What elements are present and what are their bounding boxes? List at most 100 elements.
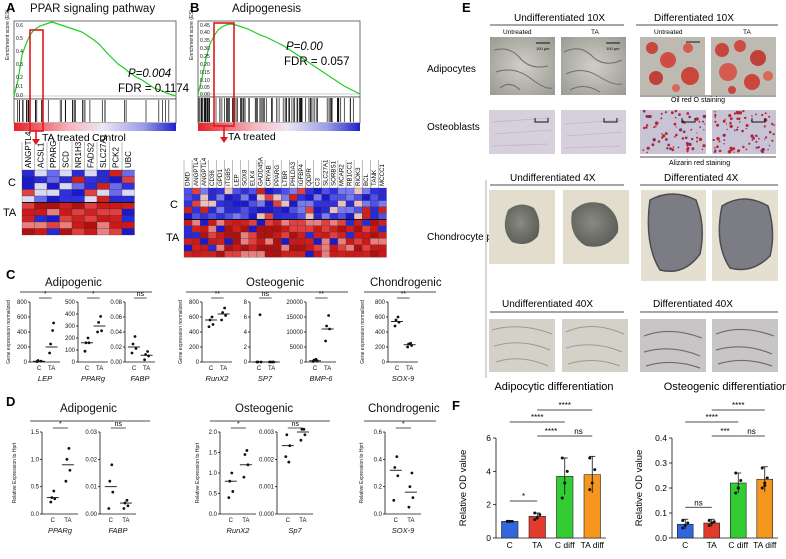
heatmap-cell — [109, 228, 123, 236]
panel-c-ylabel: Gene expression normalized — [360, 300, 366, 364]
alizarin-speckle — [716, 137, 720, 141]
alizarin-speckle — [733, 129, 736, 132]
heatmap-gene-label: ACSL1 — [36, 142, 45, 168]
heatmap-cell — [289, 194, 298, 201]
heatmap-cell — [109, 182, 123, 190]
alizarin-speckle — [755, 134, 758, 137]
scatter-point-ta — [67, 447, 71, 450]
heatmap-cell — [345, 206, 355, 214]
gsea-b-heatmap — [183, 187, 387, 258]
heatmap-cell — [329, 194, 339, 201]
heatmap-cell — [370, 213, 379, 220]
panel-letter-d: D — [6, 394, 15, 409]
scatter-point-ta — [51, 329, 54, 332]
bar-sig-label: **** — [559, 401, 571, 410]
scatter-y-tick-label: 0.0 — [31, 512, 40, 518]
micrograph-pellet-diff-untreated-4x — [641, 190, 706, 281]
alizarin-speckle — [679, 128, 683, 132]
heatmap-cell — [321, 187, 330, 195]
svg-text:100 µm: 100 µm — [536, 46, 550, 51]
heatmap-gene-label: LEP — [233, 174, 240, 186]
scatter-point-ta — [302, 427, 306, 431]
alizarin-speckle — [686, 144, 689, 147]
gsea-a-ytick: 0.0 — [16, 93, 23, 99]
heatmap-cell — [208, 225, 217, 233]
bar-data-point — [760, 486, 764, 490]
gsea-a-ytick: 0.3 — [16, 62, 23, 68]
scatter-y-tick-label: 0 — [196, 360, 200, 366]
scatterplot-d-sox-9: 0.6 0.4 0.2 0.0 C TA * SOX-9 — [374, 421, 421, 535]
alizarin-speckle — [729, 124, 733, 128]
heatmap-cell — [240, 250, 249, 258]
heatmap-cell — [313, 244, 322, 252]
heatmap-cell — [378, 250, 387, 258]
alizarin-speckle — [691, 137, 694, 141]
bar-y-tick-label: 0.3 — [655, 458, 667, 468]
heatmap-cell — [329, 250, 339, 258]
panel-c-group-osteogenic: Osteogenic — [246, 277, 304, 289]
heatmap-cell — [256, 244, 266, 252]
heatmap-cell — [313, 231, 322, 239]
heatmap-gene-label: ANGPTL4 — [24, 131, 33, 168]
heatmap-cell — [313, 238, 322, 245]
heatmap-cell — [121, 208, 135, 216]
heatmap-cell — [329, 231, 339, 239]
heatmap-cell — [289, 200, 298, 208]
alizarin-speckle — [724, 118, 726, 120]
alizarin-speckle — [748, 142, 751, 145]
heatmap-gene-label: PPARG — [49, 141, 58, 168]
alizarin-speckle — [686, 150, 689, 153]
panel-e-header-diff4x: Differentiated 4X — [664, 173, 739, 184]
alizarin-speckle — [738, 111, 743, 115]
heatmap-cell — [353, 219, 363, 226]
heatmap-cell — [71, 195, 85, 203]
heatmap-cell — [345, 219, 355, 226]
alizarin-speckle — [671, 148, 675, 152]
scatterplot-c-pparg: 500 400 300 200 100 0 C TA * PPARg — [65, 291, 108, 383]
heatmap-cell — [216, 206, 225, 214]
alizarin-speckle — [666, 147, 669, 150]
scatter-y-tick-label: 1.0 — [209, 471, 218, 477]
scatter-gene-name: LEP — [38, 374, 52, 383]
panel-e-header-diff40x: Differentiated 40X — [653, 299, 733, 310]
heatmap-cell — [71, 228, 85, 236]
gsea-b-fdr: FDR = 0.057 — [284, 56, 350, 68]
bar-data-point — [686, 521, 690, 525]
alizarin-speckle — [729, 117, 733, 120]
bar-y-tick-label: 6 — [486, 433, 491, 443]
gsea-a-ylabel: Enrichment score (ES) — [5, 9, 11, 60]
alizarin-speckle — [716, 123, 720, 127]
scatter-y-tick-label: 200 — [17, 345, 28, 351]
scatter-y-tick-label: 0.5 — [209, 492, 218, 498]
panel-e-sub-untreated-diff: Untreated — [654, 29, 683, 36]
heatmap-cell — [121, 195, 135, 203]
alizarin-speckle — [755, 140, 758, 143]
bar-sig-label: ns — [694, 498, 702, 507]
heatmap-cell — [329, 219, 339, 226]
bar-data-point — [734, 471, 738, 475]
gsea-b-title: Adipogenesis — [232, 3, 301, 15]
heatmap-cell — [71, 189, 85, 197]
heatmap-cell — [84, 176, 98, 184]
heatmap-gene-label: ITGB5 — [225, 168, 232, 186]
scatter-x-label: C — [37, 366, 42, 372]
heatmap-cell — [370, 194, 379, 201]
gsea-a-ytick: 0.2 — [16, 75, 23, 81]
scatter-point-c — [258, 313, 262, 317]
gsea-a-ytick: 0.6 — [16, 23, 23, 29]
heatmap-cell — [353, 231, 363, 239]
heatmap-cell — [313, 213, 322, 220]
heatmap-cell — [216, 219, 225, 226]
heatmap-cell — [337, 206, 347, 214]
alizarin-speckle — [686, 148, 689, 151]
heatmap-cell — [281, 244, 290, 252]
gsea-a-fdr: FDR = 0.1174 — [118, 83, 190, 95]
heatmap-cell — [370, 206, 379, 214]
heatmap-cell — [305, 194, 314, 201]
alizarin-speckle — [735, 110, 739, 115]
heatmap-cell — [34, 189, 48, 197]
heatmap-cell — [232, 231, 241, 239]
scatter-y-tick-label: 0.06 — [110, 315, 122, 321]
gsea-a-es-curve — [13, 21, 177, 97]
heatmap-gene-label: MCCC1 — [379, 163, 386, 186]
